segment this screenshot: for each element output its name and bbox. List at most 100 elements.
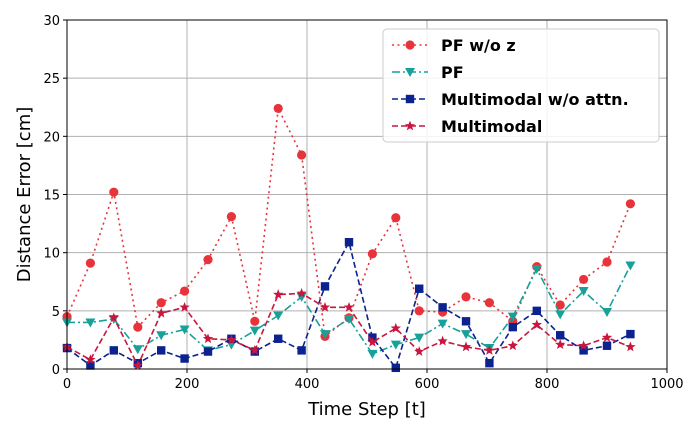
y-tick-label: 5: [52, 305, 60, 320]
data-point: [602, 257, 612, 267]
data-point: [203, 347, 213, 356]
data-point: [179, 301, 190, 312]
data-point: [319, 301, 331, 312]
legend-box: [382, 28, 660, 143]
data-point: [344, 237, 354, 247]
data-point: [296, 292, 307, 302]
data-point: [203, 255, 213, 265]
data-point: [625, 261, 636, 271]
data-point: [461, 292, 471, 302]
data-point: [156, 307, 167, 318]
data-point: [132, 360, 143, 370]
y-tick-label: 20: [43, 130, 60, 145]
data-point: [555, 310, 566, 320]
data-point: [367, 336, 378, 347]
data-point: [180, 354, 189, 363]
data-point: [133, 322, 143, 332]
legend-item: PF w/o z: [392, 36, 516, 55]
legend-item: PF: [392, 63, 464, 82]
data-point: [179, 325, 190, 335]
data-point: [602, 307, 612, 317]
data-point: [391, 363, 400, 373]
data-point: [531, 264, 542, 274]
data-point: [556, 331, 565, 340]
data-point: [85, 258, 95, 268]
data-point: [273, 289, 284, 299]
data-point: [85, 318, 96, 328]
data-point: [414, 306, 424, 316]
data-point: [484, 298, 494, 308]
data-point: [343, 301, 355, 312]
x-tick-label: 800: [535, 377, 560, 392]
data-point: [249, 326, 260, 336]
series-2: [62, 261, 636, 359]
data-point: [555, 300, 565, 310]
y-tick-label: 15: [43, 189, 60, 204]
data-point: [555, 339, 566, 349]
data-point: [180, 286, 190, 296]
data-point: [273, 103, 283, 114]
data-point: [414, 333, 425, 343]
data-point: [320, 282, 330, 291]
legend-label: Multimodal: [441, 117, 542, 136]
data-point: [156, 298, 166, 308]
axis-ticks: 0 200 400 600 800 1000 0 5 10 15 20 25 30: [43, 14, 683, 392]
series-layer: [61, 103, 636, 373]
data-point: [226, 334, 237, 345]
x-axis-title: Time Step [t]: [307, 399, 426, 420]
y-tick-label: 0: [52, 363, 60, 378]
data-point: [579, 274, 589, 285]
data-point: [461, 330, 471, 340]
data-point: [626, 329, 635, 339]
data-point: [202, 333, 214, 344]
data-point: [367, 349, 378, 359]
data-point: [157, 346, 166, 355]
data-point: [390, 340, 401, 350]
data-point: [344, 314, 354, 324]
data-point: [578, 287, 589, 297]
data-point: [601, 332, 613, 342]
x-tick-label: 0: [63, 377, 71, 392]
data-point: [226, 212, 236, 222]
data-point: [531, 319, 542, 330]
data-point: [297, 346, 306, 355]
data-point: [249, 344, 260, 355]
legend-label: PF: [441, 63, 464, 82]
data-point: [108, 312, 119, 323]
data-point: [109, 346, 118, 355]
data-point: [297, 150, 307, 160]
data-point: [390, 322, 401, 333]
y-tick-label: 30: [43, 14, 60, 29]
data-point: [274, 334, 283, 343]
data-point: [461, 317, 471, 326]
legend: PF w/o z PF Multimodal w/o attn. Multimodal: [382, 28, 660, 143]
data-point: [578, 340, 589, 351]
y-tick-label: 10: [43, 247, 60, 262]
x-tick-label: 600: [415, 377, 440, 392]
data-point: [85, 354, 96, 365]
data-point: [532, 306, 541, 316]
data-point: [508, 322, 517, 332]
data-point: [437, 319, 448, 329]
data-point: [625, 341, 636, 352]
x-tick-label: 400: [295, 377, 320, 392]
y-axis-title: Distance Error [cm]: [14, 107, 35, 283]
data-point: [507, 312, 518, 322]
data-point: [320, 330, 330, 340]
data-point: [602, 341, 612, 350]
y-tick-label: 25: [43, 72, 60, 87]
data-point: [132, 345, 143, 355]
data-point: [109, 187, 119, 197]
legend-marker: [404, 120, 416, 131]
data-point: [484, 344, 495, 355]
data-point: [625, 199, 636, 209]
data-point: [579, 346, 588, 355]
legend-marker: [405, 40, 415, 50]
data-point: [156, 331, 167, 341]
data-point: [273, 311, 284, 321]
legend-marker: [405, 94, 415, 104]
data-point: [367, 249, 377, 259]
data-point: [391, 213, 401, 223]
data-point: [250, 316, 260, 326]
